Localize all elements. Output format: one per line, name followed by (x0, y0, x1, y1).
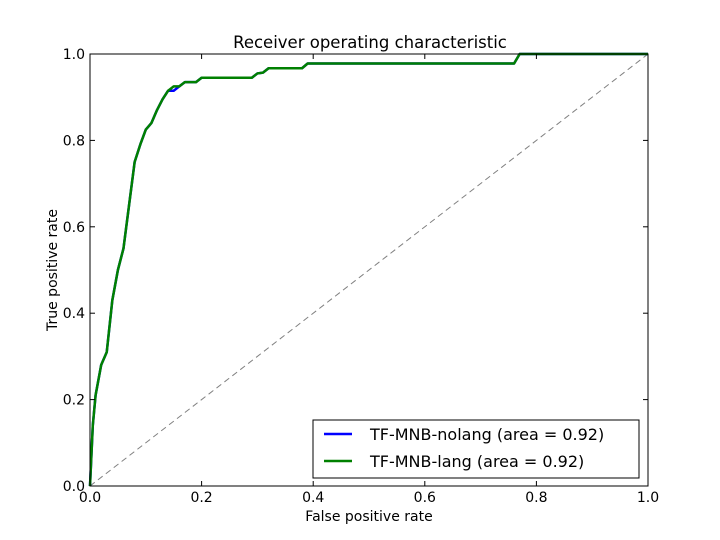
y-tick-label-4: 0.8 (63, 133, 85, 149)
x-tick-label-0: 0.0 (79, 490, 101, 506)
x-tick-label-1: 0.2 (190, 490, 212, 506)
y-axis-label: True positive rate (45, 209, 61, 332)
y-tick-label-0: 0.0 (63, 479, 85, 495)
legend: TF-MNB-nolang (area = 0.92) TF-MNB-lang … (312, 419, 640, 479)
series-layer (88, 52, 648, 487)
plot-frame (89, 53, 649, 487)
x-tick-label-4: 0.8 (525, 490, 547, 506)
y-tick-label-3: 0.6 (63, 220, 85, 236)
y-tick-label-1: 0.2 (63, 393, 85, 409)
chance-diagonal-line (89, 53, 649, 487)
diagonal-layer (89, 53, 649, 487)
x-axis-ticks: 0.0 0.2 0.4 0.6 0.8 1.0 (79, 54, 659, 506)
x-axis-label: False positive rate (305, 509, 432, 525)
series-line-1 (88, 52, 648, 487)
plot-area (88, 52, 649, 487)
legend-label-nolang: TF-MNB-nolang (area = 0.92) (369, 425, 604, 444)
y-tick-label-5: 1.0 (63, 47, 85, 63)
x-tick-label-2: 0.4 (302, 490, 324, 506)
legend-label-lang: TF-MNB-lang (area = 0.92) (369, 452, 584, 471)
chart-title: Receiver operating characteristic (233, 33, 507, 52)
x-tick-label-5: 1.0 (637, 490, 659, 506)
x-tick-label-3: 0.6 (414, 490, 436, 506)
y-tick-label-2: 0.4 (63, 306, 85, 322)
legend-frame (312, 419, 640, 479)
y-axis-ticks: 0.0 0.2 0.4 0.6 0.8 1.0 (63, 47, 648, 495)
